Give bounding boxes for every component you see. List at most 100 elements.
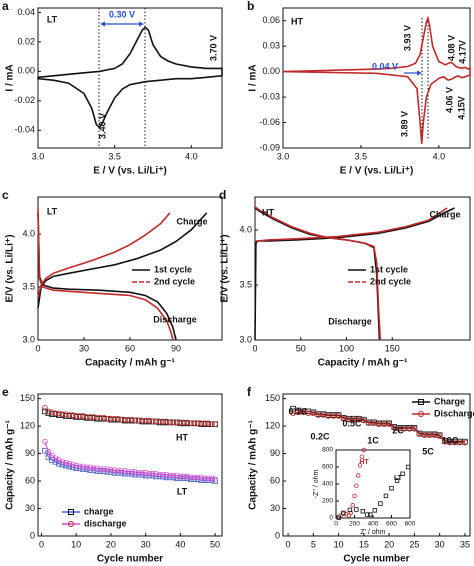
marker [49, 411, 55, 417]
panel-letter: d [219, 188, 226, 202]
panel-letter: e [2, 385, 9, 399]
annotation: 3.93 V [402, 25, 412, 51]
x-tick-label: 35 [460, 539, 470, 549]
marker [184, 473, 191, 480]
y-tick-label: 3.5 [239, 279, 252, 289]
y-tick-label: 800 [322, 447, 333, 454]
marker [94, 415, 100, 421]
x-tick-label: 0 [286, 539, 291, 549]
marker [115, 415, 121, 422]
marker [368, 512, 373, 517]
marker [391, 425, 397, 431]
x-tick-label: 100 [339, 343, 354, 353]
annotation: 3.89 V [399, 111, 409, 137]
marker [361, 417, 367, 424]
annotation: LT [394, 475, 403, 482]
x-tick-label: 3.5 [355, 151, 368, 161]
legend-label: charge [84, 506, 114, 516]
x-axis-label: Capacity / mAh g⁻¹ [318, 358, 408, 369]
x-axis-label: Cycle number [97, 554, 163, 565]
marker [45, 410, 52, 417]
marker [462, 439, 468, 446]
y-axis-label: I / mA [248, 64, 259, 91]
marker [83, 464, 90, 471]
marker [194, 474, 201, 481]
y-tick-label: -0.04 [14, 125, 35, 135]
x-axis-label: Cycle number [343, 554, 409, 565]
marker [149, 418, 156, 425]
marker [371, 420, 377, 427]
marker [335, 413, 342, 419]
marker [386, 421, 392, 428]
y-tick-label: 3.0 [239, 334, 252, 344]
marker [350, 503, 355, 508]
y-tick-label: 0.00 [17, 66, 35, 76]
marker [49, 409, 55, 416]
marker [320, 412, 327, 418]
marker [405, 464, 411, 470]
marker [441, 438, 448, 445]
x-tick-label: 400 [368, 521, 379, 528]
marker [135, 469, 142, 476]
y-tick-label: 60 [270, 475, 280, 485]
x-tick-label: 20 [106, 539, 116, 549]
marker [76, 463, 83, 470]
y-tick-label: 400 [322, 481, 333, 488]
marker [167, 419, 173, 426]
plot-frame [37, 393, 223, 537]
annotation: 4.17V [457, 40, 467, 64]
y-tick-label: 60 [25, 475, 35, 485]
marker [73, 462, 79, 469]
legend-label: 1st cycle [154, 264, 192, 274]
marker [90, 465, 97, 472]
y-tick-label: 0.04 [17, 7, 35, 17]
y-tick-label: 0.03 [262, 41, 280, 51]
arrow-head [417, 70, 422, 76]
x-tick-label: 0 [39, 539, 44, 549]
marker [128, 416, 135, 423]
marker [42, 438, 48, 445]
marker [198, 474, 204, 481]
marker [174, 472, 180, 479]
annotation: 4.08 V [446, 35, 456, 61]
marker [42, 408, 48, 415]
annotation: HT [176, 432, 188, 442]
marker [336, 515, 341, 520]
x-tick-label: 60 [125, 343, 135, 353]
marker [383, 493, 389, 499]
marker [156, 471, 163, 478]
marker [108, 467, 114, 473]
legend-label: 2nd cycle [154, 276, 195, 286]
annotation: 3.70 V [208, 35, 218, 61]
x-tick-label: 800 [405, 521, 416, 528]
marker [356, 416, 362, 423]
marker [198, 420, 204, 427]
marker [400, 471, 405, 476]
marker [59, 411, 66, 417]
annotation: LT [47, 206, 58, 216]
marker [42, 447, 48, 454]
marker [101, 466, 107, 472]
marker [201, 420, 208, 427]
y-tick-label: 90 [25, 448, 35, 458]
annotation: 10C [442, 435, 459, 445]
annotation: HT [359, 459, 369, 466]
y-axis-label: Capacity / mAh g⁻¹ [5, 419, 16, 509]
y-tick-label: 0 [275, 530, 280, 540]
marker [132, 469, 139, 475]
annotation: 3.40 V [97, 113, 107, 139]
marker [354, 483, 359, 488]
marker [52, 410, 59, 417]
marker [205, 475, 211, 482]
marker [45, 408, 52, 415]
y-tick-label: 0 [329, 515, 333, 522]
annotation: LT [177, 486, 188, 496]
marker [111, 467, 118, 473]
marker [310, 410, 317, 417]
marker [170, 472, 177, 479]
y-tick-label: 150 [20, 393, 35, 403]
marker [163, 471, 170, 478]
annotation: 2C [392, 425, 404, 435]
marker [132, 417, 139, 424]
y-tick-label: 120 [265, 420, 280, 430]
